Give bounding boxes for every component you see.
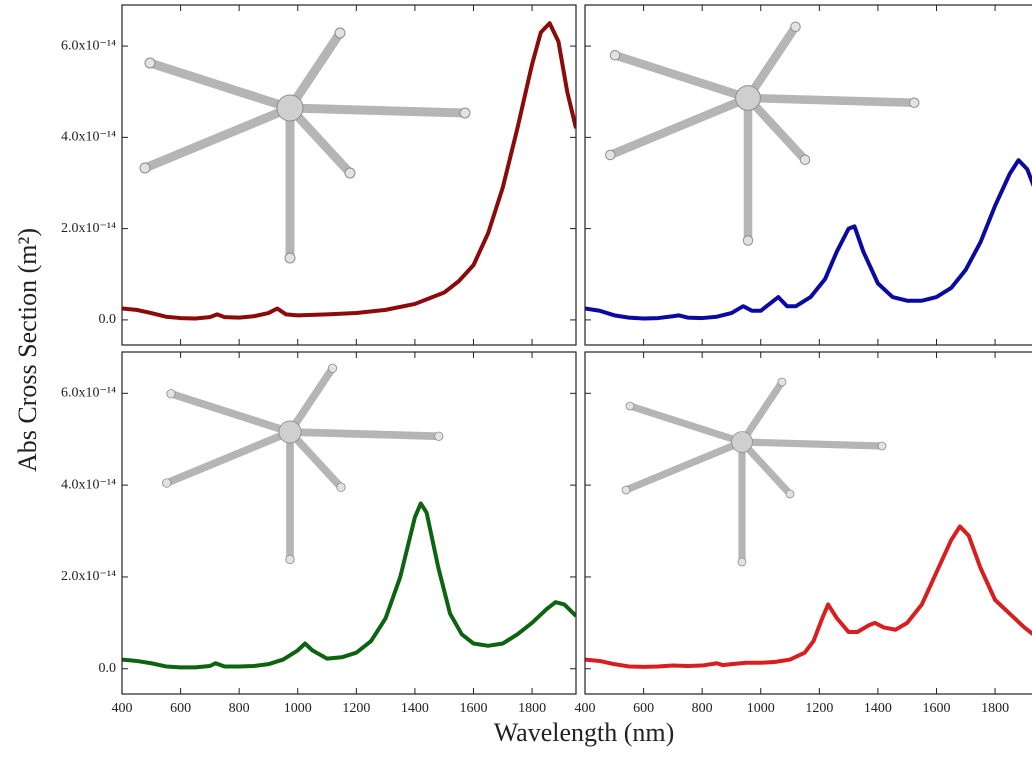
y-tick-label: 0.0 (99, 312, 117, 327)
y-tick-label: 0.0 (99, 661, 117, 676)
x-tick-label: 1600 (922, 701, 950, 716)
x-tick-label: 800 (692, 701, 713, 716)
x-tick-label: 1200 (805, 701, 833, 716)
y-tick-label: 2.0x10⁻¹⁴ (61, 569, 116, 584)
y-tick-label: 6.0x10⁻¹⁴ (61, 386, 116, 401)
x-axis-label: Wavelength (nm) (494, 718, 675, 747)
y-tick-label: 4.0x10⁻¹⁴ (61, 130, 116, 145)
x-tick-label: 400 (112, 701, 133, 716)
x-tick-label: 1800 (981, 701, 1009, 716)
x-tick-label: 1000 (284, 701, 312, 716)
chart: Wavelength (nm) Abs Cross Section (m²) 0… (0, 0, 1032, 763)
x-tick-label: 1800 (518, 701, 546, 716)
data-line (585, 526, 1032, 666)
data-line (122, 503, 576, 667)
star-image (622, 378, 886, 566)
star-image (163, 364, 444, 564)
x-tick-label: 1600 (459, 701, 487, 716)
x-tick-label: 800 (229, 701, 250, 716)
x-tick-label: 1000 (747, 701, 775, 716)
plot-frame (585, 352, 1032, 694)
y-tick-label: 4.0x10⁻¹⁴ (61, 477, 116, 492)
plot-frame (585, 5, 1032, 345)
x-tick-label: 600 (633, 701, 654, 716)
star-image (140, 28, 470, 263)
data-line (585, 160, 1032, 318)
star-image (606, 22, 920, 245)
x-tick-label: 1400 (401, 701, 429, 716)
y-axis-label: Abs Cross Section (m²) (13, 228, 42, 472)
x-tick-label: 400 (575, 701, 596, 716)
inset-images (140, 22, 919, 566)
x-tick-label: 1200 (342, 701, 370, 716)
y-tick-label: 2.0x10⁻¹⁴ (61, 221, 116, 236)
y-tick-label: 6.0x10⁻¹⁴ (61, 38, 116, 53)
x-tick-label: 1400 (864, 701, 892, 716)
x-tick-label: 600 (170, 701, 191, 716)
